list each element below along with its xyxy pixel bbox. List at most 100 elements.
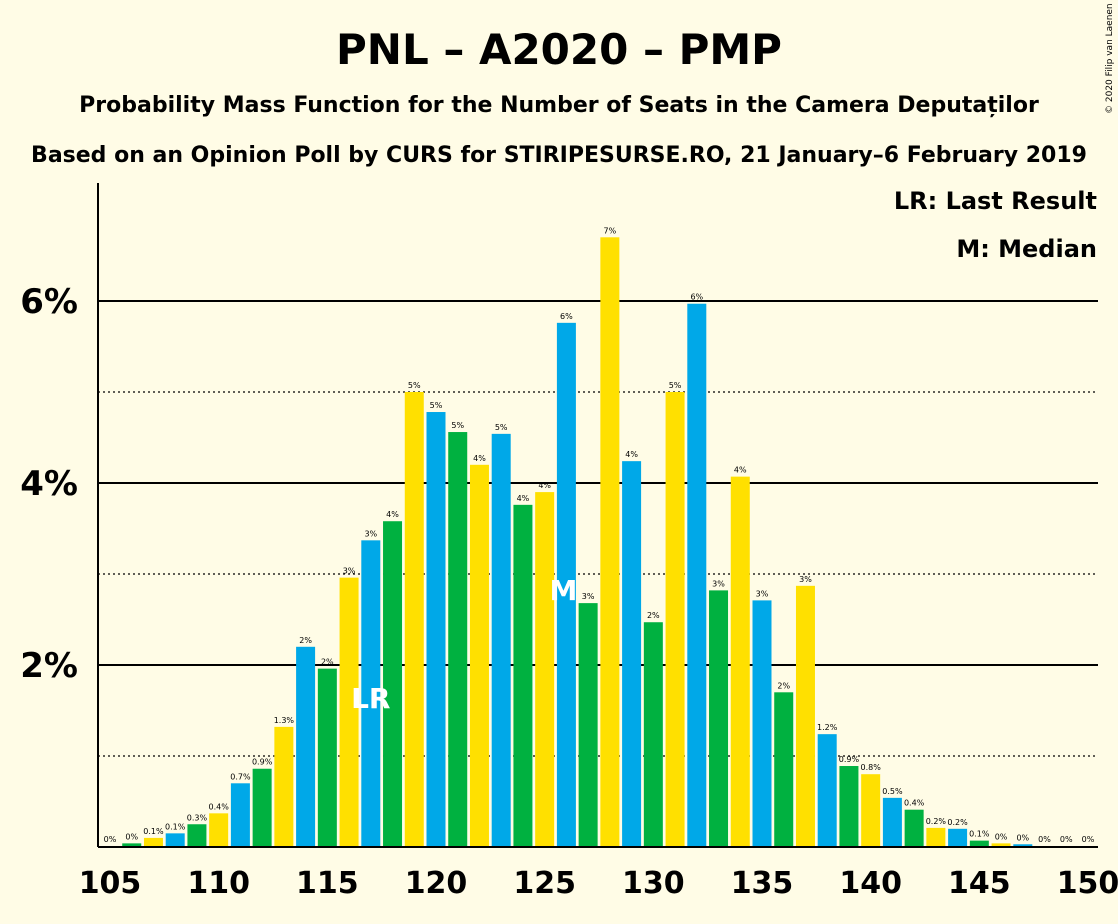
data-label-128: 7%	[604, 226, 617, 235]
bar-135	[752, 600, 772, 847]
data-label-114: 2%	[299, 636, 312, 645]
data-label-116: 3%	[343, 567, 356, 576]
data-label-143: 0.2%	[926, 817, 947, 826]
chart-title: PNL – A2020 – PMP	[336, 25, 782, 74]
x-tick-label-125: 125	[513, 866, 576, 901]
x-tick-label-115: 115	[296, 866, 359, 901]
bar-113	[274, 726, 294, 847]
bar-136	[774, 692, 794, 847]
data-label-105: 0%	[104, 835, 117, 844]
data-label-139: 0.9%	[839, 755, 860, 764]
x-tick-label-120: 120	[405, 866, 468, 901]
data-labels: 0% 0%0.1%0.1%0.3%0.4%0.7%0.9%1.3%2%2%3%3%…	[104, 226, 1095, 844]
bar-140	[861, 774, 881, 847]
bar-125	[535, 492, 555, 847]
chart-subtitle-1: Probability Mass Function for the Number…	[79, 93, 1039, 118]
bar-139	[839, 766, 859, 847]
bar-112	[252, 768, 272, 847]
bar-122	[469, 464, 489, 847]
y-tick-label-2: 2%	[20, 646, 78, 686]
data-label-122: 4%	[473, 454, 486, 463]
data-label-138: 1.2%	[817, 723, 838, 732]
bar-147	[1013, 844, 1033, 847]
data-label-121: 5%	[451, 421, 464, 430]
markers: LR M	[351, 574, 577, 715]
bar-137	[795, 585, 815, 847]
data-label-110: 0.4%	[209, 802, 230, 811]
data-label-149: 0%	[1060, 835, 1073, 844]
bar-109	[187, 824, 207, 847]
y-tick-label-6: 6%	[20, 282, 78, 322]
bar-124	[513, 504, 533, 847]
bar-145	[969, 840, 989, 847]
last-result-marker: LR	[351, 682, 390, 715]
data-label-115: 2%	[321, 658, 334, 667]
bar-134	[730, 476, 750, 847]
data-label-141: 0.5%	[882, 787, 903, 796]
data-label-130: 2%	[647, 611, 660, 620]
median-marker: M	[549, 574, 577, 607]
data-label-118: 4%	[386, 510, 399, 519]
bar-144	[948, 828, 968, 847]
x-tick-label-130: 130	[622, 866, 685, 901]
axes: 2% 4% 6% 105 110 115 120 125 130 135 140 145 150	[20, 183, 1118, 901]
x-tick-label-150: 150	[1057, 866, 1118, 901]
data-label-144: 0.2%	[947, 818, 968, 827]
chart-subtitle-2: Based on an Opinion Poll by CURS for STI…	[31, 143, 1087, 168]
bar-108	[165, 833, 185, 847]
data-label-119: 5%	[408, 381, 421, 390]
bars	[100, 237, 1098, 848]
bar-117	[361, 540, 381, 847]
bar-123	[491, 433, 511, 847]
data-label-112: 0.9%	[252, 758, 273, 767]
data-label-126: 6%	[560, 312, 573, 321]
data-label-108: 0.1%	[165, 822, 186, 831]
bar-132	[687, 303, 707, 848]
data-label-120: 5%	[430, 401, 443, 410]
data-label-111: 0.7%	[230, 772, 251, 781]
gridlines	[98, 300, 1098, 757]
bar-115	[317, 668, 337, 847]
bar-106	[122, 843, 142, 847]
data-label-132: 6%	[690, 293, 703, 302]
data-label-148: 0%	[1038, 835, 1051, 844]
y-tick-label-4: 4%	[20, 464, 78, 504]
x-tick-label-135: 135	[731, 866, 794, 901]
bar-114	[296, 646, 316, 847]
data-label-127: 3%	[582, 592, 595, 601]
bar-111	[230, 783, 250, 847]
bar-146	[991, 843, 1011, 847]
data-label-117: 3%	[364, 529, 377, 538]
data-label-131: 5%	[669, 381, 682, 390]
bar-127	[578, 603, 598, 847]
legend-last-result: LR: Last Result	[894, 187, 1097, 215]
bar-128	[600, 237, 620, 848]
bar-142	[904, 809, 924, 847]
x-tick-label-145: 145	[948, 866, 1011, 901]
data-label-124: 4%	[517, 494, 530, 503]
data-label-107: 0.1%	[143, 827, 164, 836]
bar-116	[339, 577, 359, 847]
legend-median: M: Median	[956, 235, 1097, 263]
bar-120	[426, 412, 446, 847]
bar-131	[665, 392, 685, 847]
data-label-133: 3%	[712, 579, 725, 588]
data-label-113: 1.3%	[274, 716, 295, 725]
data-label-137: 3%	[799, 575, 812, 584]
bar-119	[404, 392, 424, 847]
data-label-123: 5%	[495, 423, 508, 432]
bar-129	[622, 461, 642, 847]
data-label-145: 0.1%	[969, 830, 990, 839]
bar-110	[209, 813, 229, 847]
bar-138	[817, 734, 837, 847]
data-label-106: 0%	[125, 832, 138, 841]
bar-133	[709, 590, 729, 847]
data-label-150: 0%	[1082, 835, 1095, 844]
data-label-135: 3%	[756, 589, 769, 598]
data-label-146: 0%	[995, 832, 1008, 841]
bar-143	[926, 827, 946, 847]
data-label-136: 2%	[777, 681, 790, 690]
data-label-147: 0%	[1016, 833, 1029, 842]
bar-107	[143, 837, 163, 847]
x-tick-label-140: 140	[839, 866, 902, 901]
